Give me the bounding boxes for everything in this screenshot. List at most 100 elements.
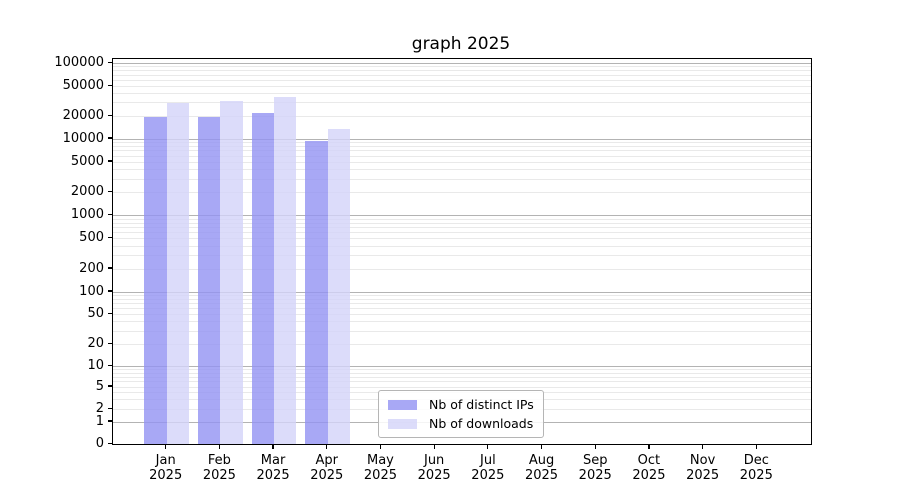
gridline-major bbox=[113, 63, 811, 64]
x-tick-mark bbox=[379, 444, 382, 449]
x-tick-label-jan: Jan 2025 bbox=[134, 453, 198, 483]
x-tick-year: 2025 bbox=[256, 467, 290, 483]
x-tick-mark bbox=[594, 444, 596, 449]
gridline-minor bbox=[113, 169, 811, 171]
x-tick-mark bbox=[433, 444, 435, 449]
gridline-minor bbox=[113, 218, 811, 220]
y-tick-mark bbox=[108, 420, 112, 422]
gridline-minor bbox=[113, 343, 811, 345]
x-tick-mark bbox=[540, 444, 543, 449]
x-tick-year: 2025 bbox=[578, 467, 612, 483]
gridline-minor bbox=[113, 313, 811, 315]
y-tick-mark bbox=[108, 191, 112, 193]
y-tick-label: 100000 bbox=[54, 55, 104, 70]
y-tick-mark bbox=[108, 137, 112, 139]
gridline-minor bbox=[113, 115, 811, 117]
gridline-minor bbox=[113, 298, 811, 300]
legend-swatch-downloads-icon bbox=[388, 418, 417, 429]
y-tick-mark bbox=[108, 407, 112, 409]
y-tick-label: 50 bbox=[87, 305, 104, 321]
y-tick-label: 200 bbox=[79, 260, 104, 276]
legend: Nb of distinct IPs Nb of downloads bbox=[378, 390, 544, 438]
y-tick-label: 5000 bbox=[70, 153, 104, 169]
y-tick-mark bbox=[108, 312, 112, 315]
legend-item-distinct-ips: Nb of distinct IPs bbox=[379, 395, 543, 414]
x-tick-year: 2025 bbox=[686, 467, 720, 483]
y-tick-label: 10000 bbox=[62, 130, 104, 146]
gridline-minor bbox=[113, 227, 811, 229]
x-tick-mark bbox=[165, 444, 167, 449]
y-tick-label: 50000 bbox=[62, 77, 104, 93]
gridline-minor bbox=[113, 381, 811, 383]
gridline-minor bbox=[113, 294, 811, 296]
gridline-minor bbox=[113, 238, 811, 240]
gridline-major bbox=[113, 366, 811, 368]
x-tick-year: 2025 bbox=[310, 467, 344, 483]
y-tick-mark bbox=[108, 385, 112, 387]
chart-title: graph 2025 bbox=[411, 34, 511, 54]
gridline-minor bbox=[113, 79, 811, 81]
x-tick-label-nov: Nov 2025 bbox=[671, 453, 735, 483]
x-tick-label-jun: Jun 2025 bbox=[402, 453, 466, 483]
y-tick-mark bbox=[108, 237, 112, 239]
gridline-minor bbox=[113, 255, 811, 257]
y-tick-mark bbox=[108, 290, 112, 292]
legend-label-distinct-ips: Nb of distinct IPs bbox=[429, 397, 534, 412]
x-tick-year: 2025 bbox=[471, 467, 505, 483]
gridline-minor bbox=[113, 330, 811, 332]
x-tick-mark bbox=[326, 444, 328, 449]
y-tick-label: 20 bbox=[87, 335, 104, 351]
gridline-minor bbox=[113, 66, 811, 68]
gridline-minor bbox=[113, 308, 811, 310]
gridline-minor bbox=[113, 222, 811, 224]
y-tick-mark bbox=[108, 267, 112, 269]
y-tick-mark bbox=[108, 342, 112, 344]
y-tick-label: 100 bbox=[79, 283, 104, 299]
bar-distinct-ips-feb bbox=[198, 117, 221, 444]
gridline-minor bbox=[113, 85, 811, 87]
bar-distinct-ips-mar bbox=[251, 113, 275, 444]
gridline-minor bbox=[113, 70, 811, 72]
gridline-minor bbox=[113, 321, 811, 323]
x-tick-year: 2025 bbox=[524, 467, 559, 483]
y-tick-mark bbox=[108, 214, 112, 216]
x-tick-year: 2025 bbox=[363, 467, 397, 483]
y-tick-label: 0 bbox=[95, 436, 104, 451]
x-tick-label-sep: Sep 2025 bbox=[563, 453, 627, 483]
bar-downloads-apr bbox=[327, 128, 351, 444]
gridline-minor bbox=[113, 142, 811, 143]
plot-area bbox=[112, 58, 812, 445]
y-tick-mark bbox=[108, 365, 112, 367]
gridline-minor bbox=[113, 372, 811, 374]
gridline-minor bbox=[113, 102, 811, 104]
y-tick-label: 10 bbox=[87, 358, 104, 374]
gridline-major bbox=[113, 138, 811, 140]
x-tick-label-may: May 2025 bbox=[348, 453, 412, 483]
x-tick-label-jul: Jul 2025 bbox=[456, 453, 520, 483]
gridline-major bbox=[113, 291, 811, 293]
x-tick-mark bbox=[272, 444, 274, 449]
gridline-minor bbox=[113, 150, 811, 152]
y-tick-label: 1000 bbox=[70, 207, 104, 223]
x-tick-label-feb: Feb 2025 bbox=[187, 453, 251, 483]
y-tick-label: 2000 bbox=[70, 184, 104, 200]
gridline-minor bbox=[113, 93, 811, 95]
gridline-minor bbox=[113, 376, 811, 378]
y-tick-label: 500 bbox=[79, 230, 104, 246]
x-tick-label-oct: Oct 2025 bbox=[617, 453, 681, 483]
y-tick-mark bbox=[108, 61, 112, 64]
x-tick-year: 2025 bbox=[149, 467, 183, 483]
gridline-minor bbox=[113, 369, 811, 371]
y-tick-label: 2 bbox=[95, 400, 104, 416]
x-tick-year: 2025 bbox=[417, 467, 451, 483]
gridline-minor bbox=[113, 192, 811, 194]
x-tick-label-apr: Apr 2025 bbox=[295, 453, 359, 483]
x-tick-year: 2025 bbox=[632, 467, 666, 483]
x-tick-mark bbox=[648, 444, 650, 449]
x-tick-year: 2025 bbox=[739, 467, 773, 483]
y-tick-mark bbox=[108, 160, 112, 162]
x-tick-label-dec: Dec 2025 bbox=[724, 453, 788, 483]
gridline-minor bbox=[113, 245, 811, 247]
legend-swatch-distinct-ips-icon bbox=[388, 399, 417, 410]
